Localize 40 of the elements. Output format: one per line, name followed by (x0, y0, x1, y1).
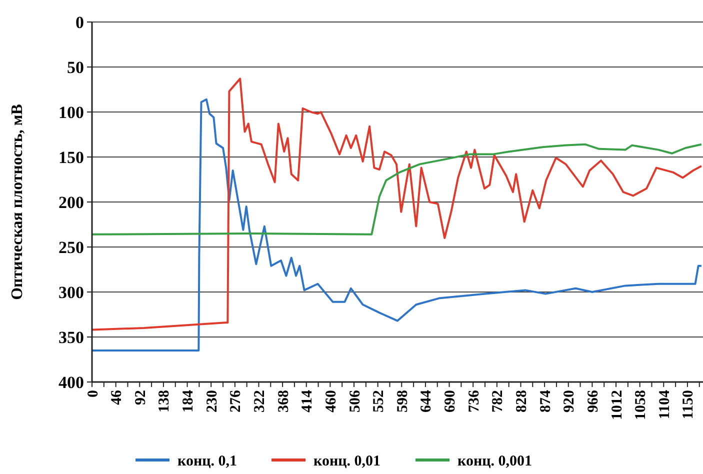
x-tick-label: 874 (538, 390, 554, 412)
x-tick-label: 966 (585, 390, 602, 412)
x-tick-label: 920 (562, 390, 578, 412)
y-tick-label: 200 (58, 192, 84, 212)
x-tick-label: 46 (109, 390, 126, 405)
legend-label: конц. 0,01 (314, 453, 380, 470)
x-tick-label: 552 (371, 390, 388, 412)
x-tick-label: 1150 (680, 390, 697, 420)
x-tick-label: 230 (204, 390, 220, 412)
x-tick-label: 598 (394, 390, 411, 412)
y-tick-label: 150 (58, 148, 84, 167)
x-tick-label: 138 (156, 390, 173, 412)
x-tick-label: 368 (276, 390, 292, 412)
x-tick-label: 276 (228, 390, 244, 412)
y-tick-label: 350 (58, 328, 84, 347)
x-tick-label: 644 (418, 390, 435, 412)
x-tick-label: 506 (347, 390, 364, 412)
y-tick-label: 100 (58, 102, 84, 122)
x-tick-label: 322 (252, 390, 268, 412)
x-tick-label: 736 (466, 390, 482, 412)
y-tick-label: 50 (67, 58, 84, 77)
legend-label: конц. 0,1 (178, 453, 237, 470)
y-tick-label: 400 (58, 372, 84, 392)
y-tick-label: 300 (58, 282, 84, 302)
legend-label: конц. 0,001 (458, 453, 532, 470)
y-axis-title: Оптическая плотность, мВ (9, 104, 26, 300)
line-series (91, 143, 702, 236)
x-tick-label: 184 (180, 390, 197, 412)
x-tick-label: 690 (442, 390, 459, 412)
x-tick-label: 1012 (609, 390, 626, 420)
x-tick-label: 1104 (656, 390, 673, 420)
y-tick-label: 250 (58, 238, 84, 257)
x-tick-label: 782 (490, 390, 506, 412)
x-tick-label: 0 (85, 390, 102, 398)
x-tick-label: 828 (514, 390, 530, 412)
x-tick-label: 414 (300, 390, 316, 412)
y-tick-label: 0 (76, 12, 84, 32)
x-tick-label: 92 (132, 390, 149, 405)
x-tick-label: 1058 (633, 390, 650, 420)
x-tick-label: 460 (323, 390, 340, 412)
